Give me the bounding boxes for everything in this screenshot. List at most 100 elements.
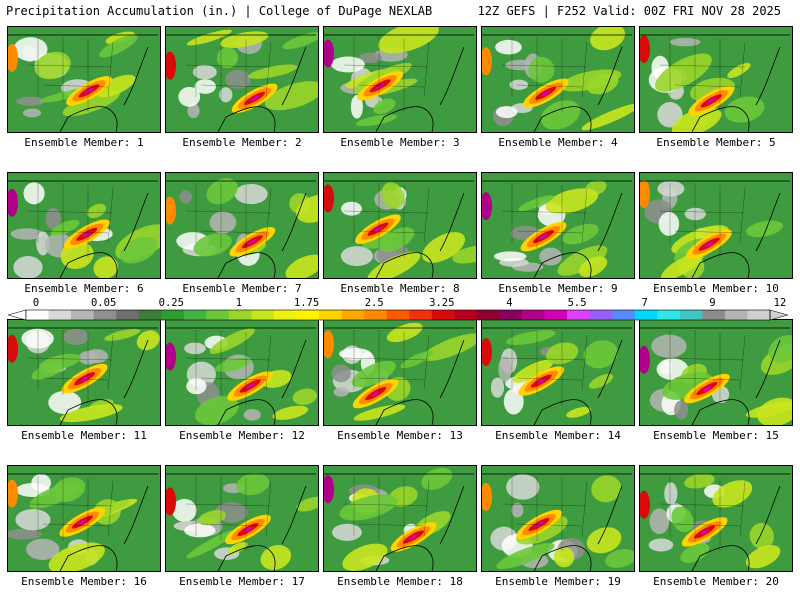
coastal-precip-band [8,334,18,363]
ensemble-map-panel [481,172,635,279]
coastline [166,473,316,571]
ensemble-member-label: Ensemble Member: 20 [653,575,779,588]
light-precip-area [671,506,694,533]
light-precip-area [591,475,622,503]
light-precip-area [518,195,554,212]
dry-area [657,180,685,197]
colorbar-segment [251,310,275,320]
light-precip-area [99,34,138,58]
coastal-precip-band [640,179,650,208]
state-borders [343,330,430,405]
dry-area [674,400,689,420]
coastal-precip-band [8,43,18,72]
ensemble-map-panel [165,26,319,133]
light-precip-area [724,96,765,123]
coastal-precip-band [166,487,176,516]
light-precip-area [52,477,86,502]
coastal-precip-band [8,479,18,508]
ensemble-member-label: Ensemble Member: 15 [653,429,779,442]
ensemble-map-panel [323,26,477,133]
colorbar-tick-label: 2.5 [364,297,384,309]
colorbar-tick-label: 12 [773,297,787,309]
colorbar-segment [634,310,658,320]
light-precip-area [342,543,388,571]
ensemble-map-panel [7,26,161,133]
state-borders [343,37,430,112]
colorbar-segment [657,310,681,320]
ensemble-member-label: Ensemble Member: 4 [498,136,618,149]
light-precip-area [590,27,626,51]
precip-map [482,320,634,425]
dry-area [15,509,51,531]
precip-map [640,27,792,132]
dry-area [10,228,44,240]
colorbar-outline [25,309,771,321]
dry-area [225,70,252,89]
ensemble-map-panel [165,172,319,279]
light-precip-area [119,236,158,264]
light-precip-area [749,523,774,550]
precip-map [482,173,634,278]
heavy-precip-swath [247,238,257,245]
light-precip-area [96,74,136,98]
ensemble-member-label: Ensemble Member: 16 [21,575,147,588]
light-precip-area [586,527,622,554]
ensemble-map-panel [165,465,319,572]
dry-area [359,52,383,64]
dry-area [13,37,48,62]
coastline [640,34,790,132]
colorbar-segment [228,310,252,320]
state-borders [185,183,272,258]
light-precip-area [186,29,232,46]
dry-area [332,523,362,541]
state-borders [501,37,588,112]
dry-area [178,86,201,107]
light-precip-area [272,405,309,420]
light-precip-area [605,549,634,568]
state-borders [659,476,746,551]
coastal-precip-band [324,184,334,213]
colorbar-tick-label: 3.25 [429,297,455,309]
ensemble-map-panel [639,172,793,279]
dry-area [503,388,524,415]
dry-area [511,503,524,518]
colorbar-segment [71,310,94,320]
light-precip-area [296,194,318,223]
dry-area [493,251,527,262]
colorbar-segment [364,310,388,320]
coastal-precip-band [166,196,176,225]
coastal-precip-band [482,338,492,367]
light-precip-area [422,232,466,263]
dry-area [16,96,45,106]
light-precip-area [553,546,575,568]
colorbar-tick-label: 0.05 [90,297,117,309]
dry-area [192,64,217,80]
light-precip-area [216,47,239,69]
dry-area [669,37,701,47]
light-precip-area [381,182,404,209]
dry-area [648,538,674,552]
heavy-precip-swath [371,390,381,397]
light-precip-area [215,358,251,372]
ensemble-member-label: Ensemble Member: 11 [21,429,147,442]
light-precip-area [59,404,123,423]
light-precip-area [93,256,119,278]
coastal-precip-band [640,490,650,519]
colorbar-segment [386,310,410,320]
coastal-precip-band [640,345,650,374]
dry-area [339,347,372,360]
dry-area [649,508,670,535]
heavy-precip-swath [373,226,383,233]
light-precip-area [581,103,634,131]
light-precip-area [680,543,710,563]
state-borders [343,476,430,551]
coastal-precip-band [8,188,18,217]
light-precip-area [506,330,556,345]
light-precip-area [655,53,712,92]
coastal-precip-band [166,342,176,371]
state-borders [185,476,272,551]
light-precip-area [296,496,318,512]
precip-map [166,27,318,132]
heavy-precip-swath [84,88,94,94]
dry-area [234,183,268,205]
